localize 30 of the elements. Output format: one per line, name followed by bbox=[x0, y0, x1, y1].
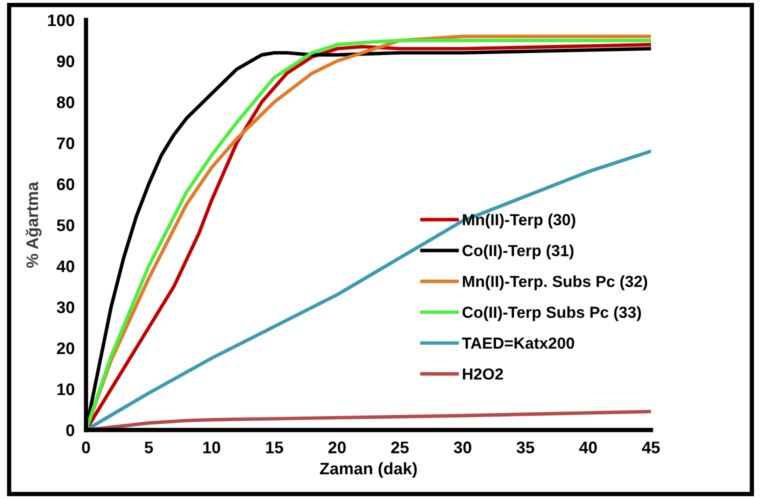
y-tick-label: 20 bbox=[56, 342, 74, 354]
x-tick-label: 15 bbox=[266, 442, 284, 454]
legend-label: Co(II)-Terp Subs Pc (33) bbox=[462, 306, 641, 322]
y-tick-label: 80 bbox=[56, 96, 74, 108]
legend-label: TAED=Katx200 bbox=[462, 337, 574, 349]
x-tick-label: 0 bbox=[82, 442, 90, 454]
x-tick-label: 10 bbox=[203, 442, 220, 454]
legend-label: H2O2 bbox=[462, 368, 503, 380]
x-tick-label: 25 bbox=[391, 442, 409, 454]
x-axis-title: Zaman (dak) bbox=[320, 462, 417, 478]
x-tick-label: 35 bbox=[516, 442, 534, 454]
y-tick-label: 90 bbox=[56, 55, 74, 68]
legend-label: Co(II)-Terp (31) bbox=[462, 244, 574, 260]
x-tick-label: 40 bbox=[579, 442, 597, 454]
x-tick-label: 30 bbox=[454, 442, 472, 454]
y-tick-label: 40 bbox=[56, 260, 74, 272]
x-tick-label: 20 bbox=[328, 442, 346, 454]
y-tick-label: 50 bbox=[56, 219, 74, 232]
y-tick-label: 70 bbox=[57, 137, 74, 150]
legend-label: Mn(II)-Terp (30) bbox=[462, 214, 576, 229]
y-axis-title: % Ağartma bbox=[26, 182, 42, 268]
x-tick-label: 5 bbox=[144, 442, 153, 454]
y-tick-label: 100 bbox=[48, 14, 74, 26]
line-series bbox=[86, 149, 651, 430]
y-tick-label: 60 bbox=[56, 178, 74, 190]
y-tick-label: 30 bbox=[56, 301, 74, 314]
legend-label: Mn(II)-Terp. Subs Pc (32) bbox=[462, 275, 648, 290]
x-tick-label: 45 bbox=[642, 442, 660, 454]
y-tick-label: 10 bbox=[57, 383, 74, 396]
y-tick-label: 0 bbox=[66, 424, 74, 436]
